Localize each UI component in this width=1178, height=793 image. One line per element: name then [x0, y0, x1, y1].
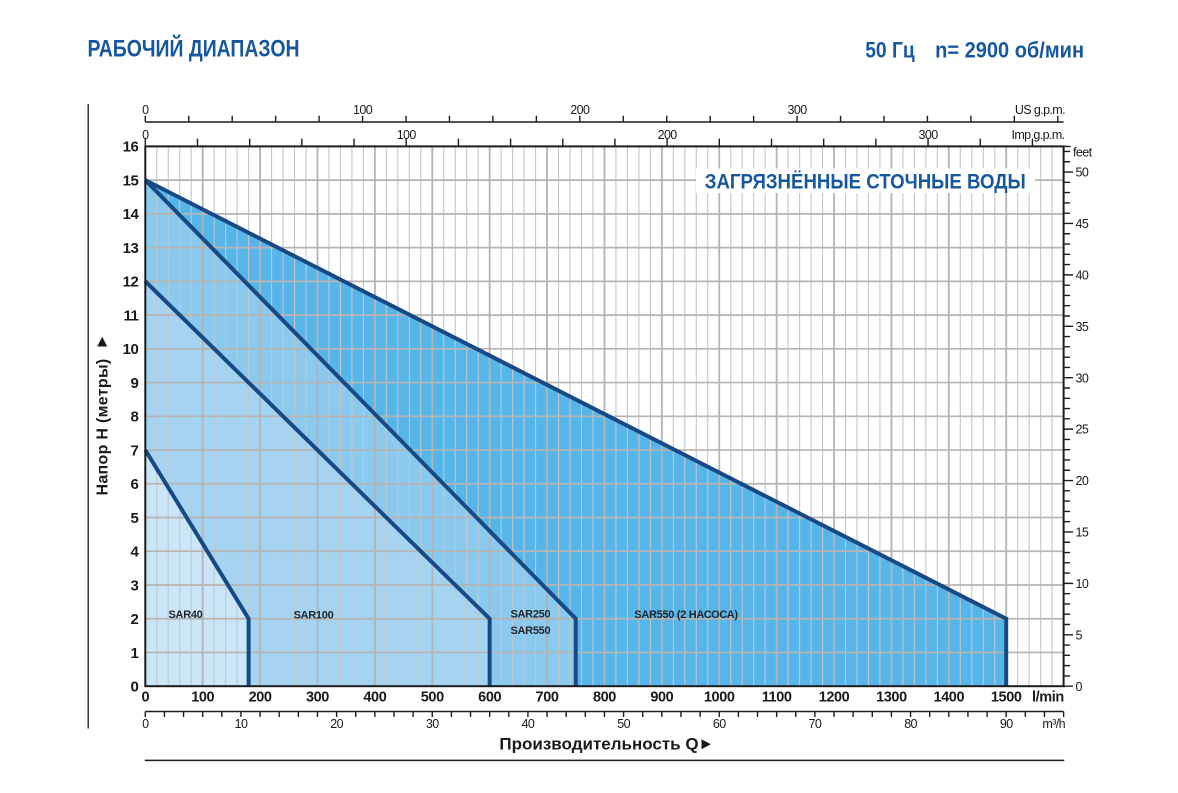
svg-text:300: 300	[306, 690, 329, 706]
svg-text:900: 900	[650, 690, 673, 706]
svg-text:40: 40	[1076, 268, 1089, 282]
svg-text:6: 6	[131, 476, 139, 493]
svg-text:40: 40	[522, 717, 535, 731]
svg-text:30: 30	[1076, 371, 1089, 385]
svg-text:200: 200	[658, 128, 678, 142]
svg-text:30: 30	[426, 717, 439, 731]
svg-text:SAR100: SAR100	[294, 609, 334, 621]
svg-text:l/min: l/min	[1032, 690, 1064, 706]
svg-text:1200: 1200	[819, 690, 850, 706]
svg-text:300: 300	[919, 128, 939, 142]
svg-text:100: 100	[353, 103, 373, 117]
svg-text:7: 7	[131, 442, 139, 459]
svg-text:200: 200	[570, 103, 590, 117]
svg-text:0: 0	[142, 103, 149, 117]
svg-text:5: 5	[131, 510, 139, 527]
svg-text:1: 1	[131, 645, 139, 662]
svg-text:Производительность Q: Производительность Q	[499, 735, 698, 754]
svg-text:70: 70	[809, 717, 822, 731]
svg-text:10: 10	[1076, 577, 1089, 591]
svg-text:0: 0	[141, 690, 149, 706]
svg-text:US g.p.m.: US g.p.m.	[1015, 103, 1065, 117]
svg-text:15: 15	[123, 172, 139, 189]
svg-text:0: 0	[142, 128, 149, 142]
svg-text:20: 20	[1076, 474, 1089, 488]
svg-text:1400: 1400	[933, 690, 964, 706]
svg-text:Напор H (метры): Напор H (метры)	[95, 358, 112, 495]
svg-text:200: 200	[249, 690, 272, 706]
svg-text:1300: 1300	[876, 690, 907, 706]
svg-text:feet: feet	[1073, 146, 1093, 160]
svg-text:1500: 1500	[991, 690, 1022, 706]
svg-text:700: 700	[536, 690, 559, 706]
svg-text:15: 15	[1076, 526, 1089, 540]
svg-text:14: 14	[123, 206, 140, 223]
svg-text:20: 20	[330, 717, 343, 731]
svg-text:11: 11	[123, 307, 138, 324]
svg-text:13: 13	[123, 240, 139, 257]
svg-text:10: 10	[123, 341, 139, 358]
svg-text:45: 45	[1076, 217, 1089, 231]
svg-text:100: 100	[397, 128, 417, 142]
svg-text:35: 35	[1076, 320, 1089, 334]
svg-text:SAR40: SAR40	[169, 609, 203, 621]
svg-text:50: 50	[617, 717, 630, 731]
svg-text:m³/h: m³/h	[1042, 717, 1065, 731]
svg-text:90: 90	[1000, 717, 1013, 731]
svg-text:25: 25	[1076, 423, 1089, 437]
svg-text:8: 8	[131, 409, 139, 426]
svg-text:300: 300	[788, 103, 808, 117]
svg-text:1000: 1000	[704, 690, 735, 706]
svg-text:РАБОЧИЙ ДИАПАЗОН: РАБОЧИЙ ДИАПАЗОН	[88, 35, 300, 63]
svg-text:16: 16	[123, 139, 139, 156]
svg-text:100: 100	[191, 690, 214, 706]
svg-text:10: 10	[235, 717, 248, 731]
svg-text:ЗАГРЯЗНЁННЫЕ СТОЧНЫЕ ВОДЫ: ЗАГРЯЗНЁННЫЕ СТОЧНЫЕ ВОДЫ	[705, 171, 1026, 194]
svg-text:n= 2900 об/мин: n= 2900 об/мин	[935, 38, 1084, 63]
svg-text:500: 500	[421, 690, 444, 706]
svg-text:1100: 1100	[762, 690, 792, 706]
svg-text:SAR550: SAR550	[511, 625, 551, 637]
svg-text:4: 4	[131, 544, 140, 561]
svg-text:60: 60	[713, 717, 726, 731]
svg-text:600: 600	[478, 690, 501, 706]
svg-text:80: 80	[904, 717, 917, 731]
svg-text:0: 0	[142, 717, 149, 731]
svg-text:9: 9	[131, 375, 139, 392]
svg-text:SAR250: SAR250	[511, 609, 551, 621]
svg-text:800: 800	[593, 690, 616, 706]
svg-text:12: 12	[123, 274, 139, 291]
svg-text:SAR550 (2 НАСОСА): SAR550 (2 НАСОСА)	[634, 609, 738, 621]
svg-text:5: 5	[1076, 628, 1083, 642]
svg-text:Imp g.p.m.: Imp g.p.m.	[1011, 128, 1064, 142]
svg-text:50 Гц: 50 Гц	[865, 38, 915, 63]
svg-text:2: 2	[131, 611, 139, 628]
svg-text:3: 3	[131, 577, 139, 594]
svg-text:50: 50	[1076, 166, 1089, 180]
svg-text:400: 400	[363, 690, 386, 706]
svg-text:0: 0	[1076, 680, 1083, 694]
svg-text:0: 0	[131, 679, 139, 696]
